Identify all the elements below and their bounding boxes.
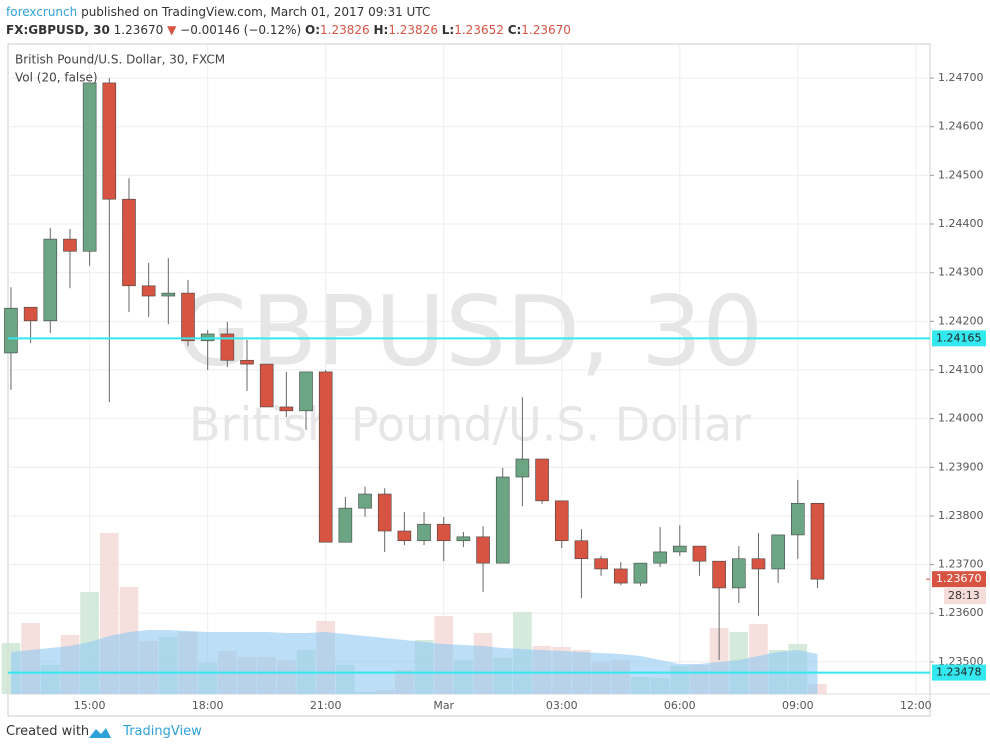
countdown: 28:13 (948, 589, 980, 602)
x-tick-label: 15:00 (74, 699, 106, 712)
candle-body (436, 523, 451, 542)
price-label-box (932, 664, 986, 681)
plot-frame (7, 43, 931, 717)
candle-body (43, 238, 58, 322)
chart-title: British Pound/U.S. Dollar, 30, FXCM (15, 53, 225, 67)
candle-body (338, 507, 353, 543)
x-tick-label: 18:00 (192, 699, 224, 712)
y-tick-label: 1.24600 (938, 120, 984, 133)
price-label: 1.23478 (936, 666, 982, 679)
candle-body (82, 82, 97, 252)
candle-body (377, 493, 392, 532)
price-label-box (932, 330, 986, 347)
candle-body (181, 292, 195, 342)
brand[interactable]: TradingView (123, 724, 202, 739)
candle-body (692, 545, 707, 562)
ohlc-value: 1.23670 (521, 23, 571, 37)
header-line: forexcrunch published on TradingView.com… (6, 3, 571, 21)
candle-body (712, 560, 726, 589)
watermark: British Pound/U.S. Dollar (189, 398, 751, 452)
y-tick-label: 1.23900 (938, 460, 984, 473)
y-tick-label: 1.24700 (938, 71, 984, 84)
y-tick-label: 1.23800 (938, 509, 984, 522)
footer-text: Created with (6, 724, 90, 739)
ohlc-value: 1.23826 (388, 23, 438, 37)
candle-body (810, 502, 825, 580)
x-tick-label: 21:00 (310, 699, 342, 712)
y-tick-label: 1.23600 (938, 606, 984, 619)
x-tick-label: 06:00 (664, 699, 696, 712)
ohlc-value: 1.23826 (320, 23, 370, 37)
y-tick-label: 1.24100 (938, 363, 984, 376)
candle-body (397, 530, 412, 542)
ohlc-key: C: (507, 23, 522, 37)
ohlc-key: H: (373, 23, 389, 37)
candle-body (122, 198, 136, 287)
candle-body (535, 458, 549, 502)
y-tick-label: 1.24500 (938, 168, 984, 181)
candle-body (220, 333, 235, 361)
candle-body (63, 238, 77, 252)
countdown-box (944, 588, 986, 605)
ohlc-key: O: (305, 23, 321, 37)
candle-body (672, 545, 687, 553)
candle-body (259, 363, 274, 408)
last-price-label: 1.23670 (936, 572, 982, 585)
symbol: FX:GBPUSD, 30 (6, 23, 110, 37)
watermark: GBPUSD, 30 (177, 275, 763, 387)
chart: GBPUSD, 30 British Pound/U.S. Dollar 1.2… (1, 43, 990, 717)
candle-body (358, 493, 372, 509)
candle-body (574, 540, 589, 560)
ohlc-value: 1.23652 (454, 23, 504, 37)
candle-body (751, 558, 766, 570)
last: 1.23670 (113, 23, 164, 37)
candle-body (515, 458, 530, 478)
candle-body (102, 82, 117, 200)
candle-body (633, 562, 648, 584)
y-tick-label: 1.24300 (938, 266, 984, 279)
y-tick-label: 1.24000 (938, 412, 984, 425)
candle-body (299, 371, 313, 412)
candle-body (476, 536, 490, 564)
chart-subtitle: Vol (20, false) (15, 71, 98, 85)
ohlc-key: L: (441, 23, 455, 37)
x-tick-label: 03:00 (546, 699, 578, 712)
candle-body (653, 551, 667, 564)
candle-body (417, 523, 431, 542)
y-tick-label: 1.23700 (938, 558, 984, 571)
candle-body (456, 536, 471, 542)
candle-body (594, 558, 608, 570)
candle-body (771, 534, 785, 570)
last-price-box (932, 571, 986, 588)
candle-body (732, 558, 746, 589)
candle-body (161, 292, 176, 297)
change: −0.00146 (−0.12%) (180, 23, 302, 37)
header-line: FX:GBPUSD, 30 1.23670 ▼ −0.00146 (−0.12%… (6, 21, 571, 39)
author[interactable]: forexcrunch (6, 5, 78, 19)
volume-ma-area (10, 630, 818, 694)
arrow: ▼ (167, 23, 177, 37)
published: published on TradingView.com, March 01, … (81, 5, 431, 19)
header: forexcrunch published on TradingView.com… (6, 3, 571, 39)
candle-body (495, 476, 510, 564)
x-tick-label: 09:00 (782, 699, 814, 712)
candle-body (791, 502, 805, 536)
x-tick-label: 12:00 (900, 699, 932, 712)
y-tick-label: 1.24200 (938, 314, 984, 327)
candle-body (141, 285, 156, 297)
price-label: 1.24165 (936, 331, 982, 344)
candle-body (613, 568, 628, 584)
x-tick-label: Mar (433, 699, 454, 712)
candle-body (279, 406, 294, 412)
brand-icon (89, 728, 111, 738)
candle-body (554, 500, 569, 542)
candle-body (240, 359, 254, 365)
candle-body (318, 371, 333, 543)
candle-body (23, 306, 38, 322)
footer: Created with TradingView (6, 724, 202, 739)
candle-body (4, 307, 18, 354)
y-tick-label: 1.24400 (938, 217, 984, 230)
